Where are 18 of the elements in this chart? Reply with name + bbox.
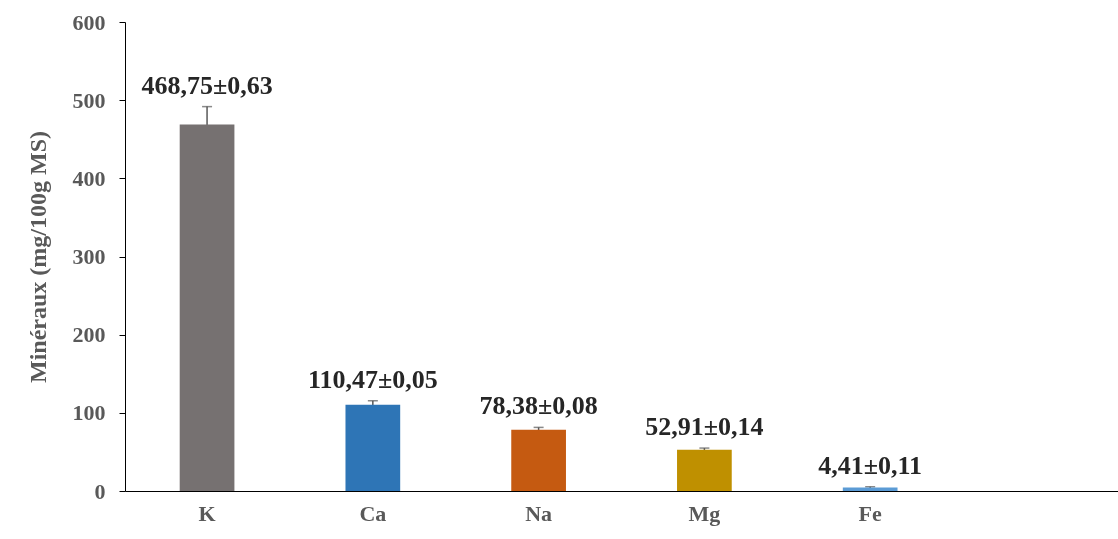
- data-label: 4,41±0,11: [818, 450, 923, 480]
- data-label: 52,91±0,14: [645, 412, 764, 442]
- x-tick-label: Na: [525, 500, 553, 526]
- data-label: 110,47±0,05: [307, 364, 438, 394]
- x-tick-label: Ca: [359, 500, 387, 526]
- data-label: 78,38±0,08: [479, 391, 598, 421]
- y-tick-label: 200: [72, 322, 106, 348]
- y-tick-label: 600: [72, 9, 106, 35]
- y-axis-title: Minéraux (mg/100g MS): [24, 131, 51, 383]
- y-tick-label: 400: [72, 165, 106, 191]
- y-tick-label: 0: [94, 478, 106, 504]
- x-tick-label: Mg: [688, 500, 721, 526]
- x-tick-label: K: [198, 500, 216, 526]
- x-tick-label: Fe: [858, 500, 882, 526]
- data-label: 468,75±0,63: [141, 70, 273, 100]
- y-tick-label: 300: [72, 244, 106, 269]
- y-tick-label: 100: [72, 400, 106, 426]
- y-tick-label: 500: [72, 87, 106, 113]
